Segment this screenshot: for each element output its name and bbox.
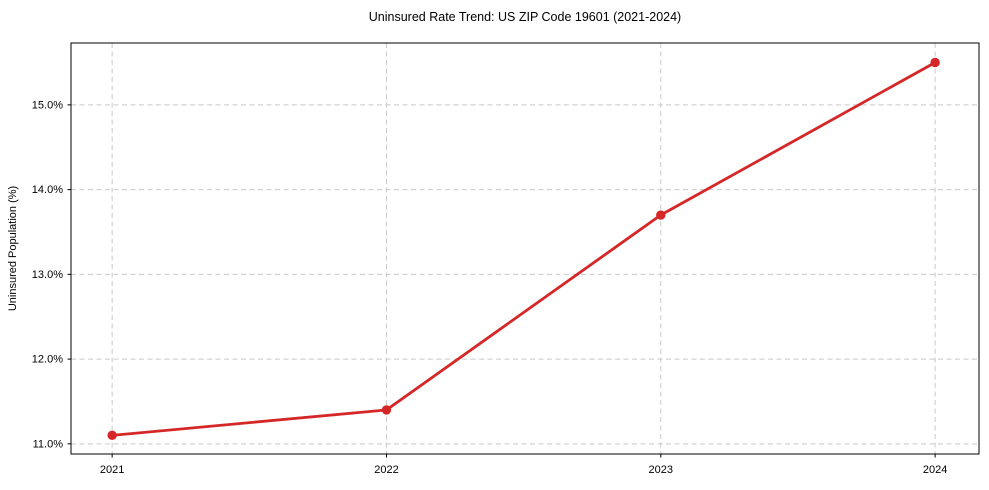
gridlines [71, 43, 979, 454]
x-tick-label: 2023 [649, 464, 673, 476]
y-tick-label: 14.0% [32, 184, 63, 196]
trend-line-series [107, 57, 940, 441]
data-point-2023 [656, 210, 666, 220]
chart-title: Uninsured Rate Trend: US ZIP Code 19601 … [369, 10, 681, 24]
y-tick-label: 11.0% [33, 438, 64, 450]
data-point-2021 [107, 430, 117, 441]
plot-border [70, 42, 980, 455]
y-tick-label: 12.0% [32, 354, 63, 366]
y-tick-label: 15.0% [32, 99, 63, 111]
data-point-2022 [381, 405, 392, 415]
x-tick-label: 2022 [374, 464, 398, 476]
data-point-2024 [930, 57, 940, 68]
x-tick-label: 2024 [923, 464, 947, 476]
y-axis-label: Uninsured Population (%) [7, 186, 19, 311]
axis-tick-marks [67, 104, 936, 458]
trend-line [110, 61, 937, 437]
axis-tick-labels: 11.0% 12.0% 13.0% 14.0% 15.0% 2021 2022 2023 202… [32, 99, 948, 476]
y-tick-label: 13.0% [32, 269, 63, 281]
x-tick-label: 2021 [100, 464, 124, 476]
